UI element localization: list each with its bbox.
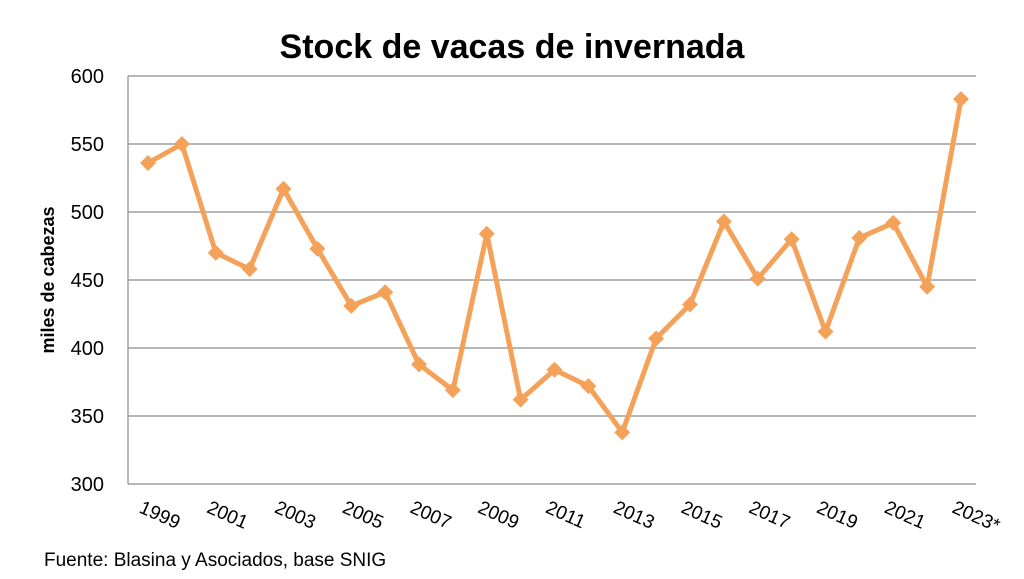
- data-point-2008: [444, 382, 461, 399]
- x-tick-label: 2019: [813, 497, 860, 533]
- data-point-2015: [682, 296, 698, 313]
- data-point-2009: [478, 225, 495, 242]
- source-note: Fuente: Blasina y Asociados, base SNIG: [44, 550, 386, 571]
- y-tick-label: 450: [71, 270, 104, 292]
- data-point-1999: [140, 155, 156, 172]
- series-orange: [140, 91, 969, 441]
- data-point-2007: [411, 356, 427, 373]
- x-tick-label: 2015: [678, 497, 725, 533]
- data-point-2012: [580, 378, 597, 395]
- y-tick-label: 400: [71, 338, 104, 360]
- y-tick-label: 550: [71, 134, 104, 156]
- data-point-2011: [546, 361, 563, 378]
- x-tick-label: 1999: [136, 497, 183, 533]
- data-point-2005: [343, 297, 360, 314]
- gridlines: [127, 75, 976, 485]
- x-tick-label: 2021: [881, 497, 928, 533]
- x-tick-label: 2013: [610, 497, 657, 533]
- x-tick-label: 2011: [542, 497, 588, 533]
- data-point-2019: [817, 323, 834, 340]
- data-point-2020: [851, 229, 868, 246]
- data-point-2021: [885, 214, 902, 231]
- x-tick-label: 2003: [271, 497, 318, 533]
- x-tick-label: 2007: [407, 497, 454, 533]
- data-point-2004: [309, 240, 326, 257]
- y-tick-label: 500: [71, 202, 104, 224]
- data-point-2002: [241, 261, 258, 278]
- data-point-2000: [173, 136, 190, 152]
- data-point-2003: [275, 180, 292, 197]
- data-point-2013: [614, 424, 631, 441]
- data-point-2001: [207, 244, 224, 261]
- x-tick-label: 2001: [204, 497, 251, 533]
- data-point-2014: [648, 330, 665, 347]
- data-point-2010: [512, 391, 529, 408]
- data-point-2022: [919, 278, 936, 295]
- y-axis-ticks: 300 350 400 450 500 550 600: [71, 66, 104, 496]
- x-tick-label: 2023*: [949, 497, 1003, 537]
- y-axis-label: miles de cabezas: [38, 206, 58, 353]
- data-point-2018: [783, 231, 800, 248]
- x-tick-label: 2005: [339, 497, 386, 533]
- data-point-2006: [377, 284, 394, 301]
- data-point-2023: [953, 91, 969, 108]
- x-tick-label: 2009: [475, 497, 522, 533]
- chart-title: Stock de vacas de invernada: [280, 28, 746, 66]
- series-line: [145, 96, 964, 435]
- y-tick-label: 350: [71, 406, 104, 428]
- y-tick-label: 600: [71, 66, 104, 88]
- data-point-2016: [715, 213, 732, 230]
- x-axis-ticks: 1999 2001 2003 2005 2007 2009 2011 2013 2015 2017…: [136, 497, 1003, 537]
- y-tick-label: 300: [71, 474, 104, 496]
- data-point-2017: [749, 270, 766, 287]
- x-tick-label: 2017: [746, 497, 793, 533]
